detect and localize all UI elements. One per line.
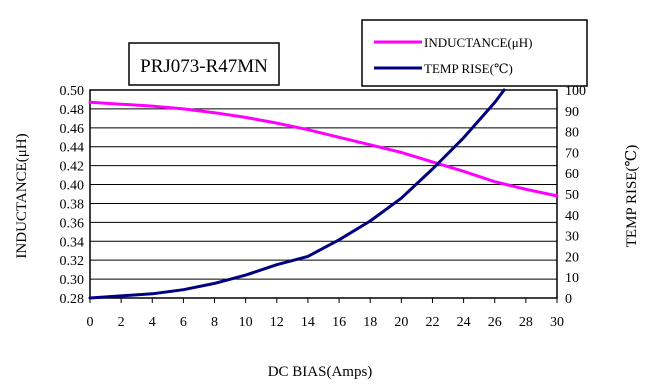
y-right-tick-label: 20 <box>565 250 579 265</box>
y-left-tick-label: 0.50 <box>60 84 85 99</box>
x-tick-label: 0 <box>87 315 94 330</box>
y-left-tick-label: 0.30 <box>60 273 85 288</box>
x-tick-label: 10 <box>239 315 253 330</box>
x-tick-label: 22 <box>425 315 439 330</box>
series-line-temp-rise <box>88 88 506 300</box>
x-tick-label: 24 <box>457 315 471 330</box>
series-line-inductance <box>88 100 559 198</box>
y-right-tick-label: 30 <box>565 230 579 245</box>
y-left-tick-label: 0.44 <box>60 141 85 156</box>
x-tick-label: 4 <box>149 315 156 330</box>
part-number-box: PRJ073-R47MN <box>128 42 280 86</box>
x-tick-label: 20 <box>394 315 408 330</box>
x-tick-label: 6 <box>180 315 187 330</box>
y-left-tick-label: 0.34 <box>60 235 85 250</box>
part-number: PRJ073-R47MN <box>140 56 268 77</box>
x-tick-label: 16 <box>332 315 346 330</box>
x-tick-label: 30 <box>550 315 564 330</box>
y-right-tick-label: 60 <box>565 167 579 182</box>
right-y-axis-title: TEMP RISE(℃) <box>624 145 640 247</box>
x-tick-label: 2 <box>118 315 125 330</box>
left-y-axis-title: INDUCTANCE(μH) <box>14 133 30 258</box>
x-tick-label: 14 <box>301 315 315 330</box>
legend-label-inductance: INDUCTANCE(μH) <box>424 35 532 50</box>
y-right-tick-label: 100 <box>565 84 586 99</box>
x-tick-label: 18 <box>363 315 377 330</box>
y-right-tick-label: 40 <box>565 209 579 224</box>
y-left-tick-label: 0.28 <box>60 292 85 307</box>
y-left-tick-label: 0.36 <box>60 216 85 231</box>
y-left-tick-label: 0.48 <box>60 103 85 118</box>
legend: INDUCTANCE(μH) TEMP RISE(℃) <box>361 19 588 87</box>
x-tick-label: 28 <box>519 315 533 330</box>
y-right-tick-label: 0 <box>565 292 572 307</box>
y-right-tick-label: 50 <box>565 188 579 203</box>
y-right-tick-label: 10 <box>565 271 579 286</box>
y-left-tick-label: 0.42 <box>60 160 85 175</box>
x-tick-label: 8 <box>211 315 218 330</box>
y-left-tick-label: 0.40 <box>60 179 85 194</box>
x-tick-label: 12 <box>270 315 284 330</box>
axis-ticks: 0.28 0.30 0.32 0.34 0.36 0.38 0.40 0.42 0.44 0.46… <box>60 84 587 330</box>
y-right-tick-label: 90 <box>565 105 579 120</box>
y-left-tick-label: 0.38 <box>60 197 85 212</box>
y-left-tick-label: 0.32 <box>60 254 85 269</box>
series-lines <box>88 88 559 300</box>
plot-area-frame <box>89 89 558 299</box>
y-right-tick-label: 70 <box>565 146 579 161</box>
y-right-tick-label: 80 <box>565 126 579 141</box>
x-tick-label: 26 <box>488 315 502 330</box>
legend-label-temp-rise: TEMP RISE(℃) <box>424 61 513 76</box>
x-axis-title: DC BIAS(Amps) <box>268 364 373 380</box>
grid-lines <box>90 89 557 299</box>
y-left-tick-label: 0.46 <box>60 122 85 137</box>
